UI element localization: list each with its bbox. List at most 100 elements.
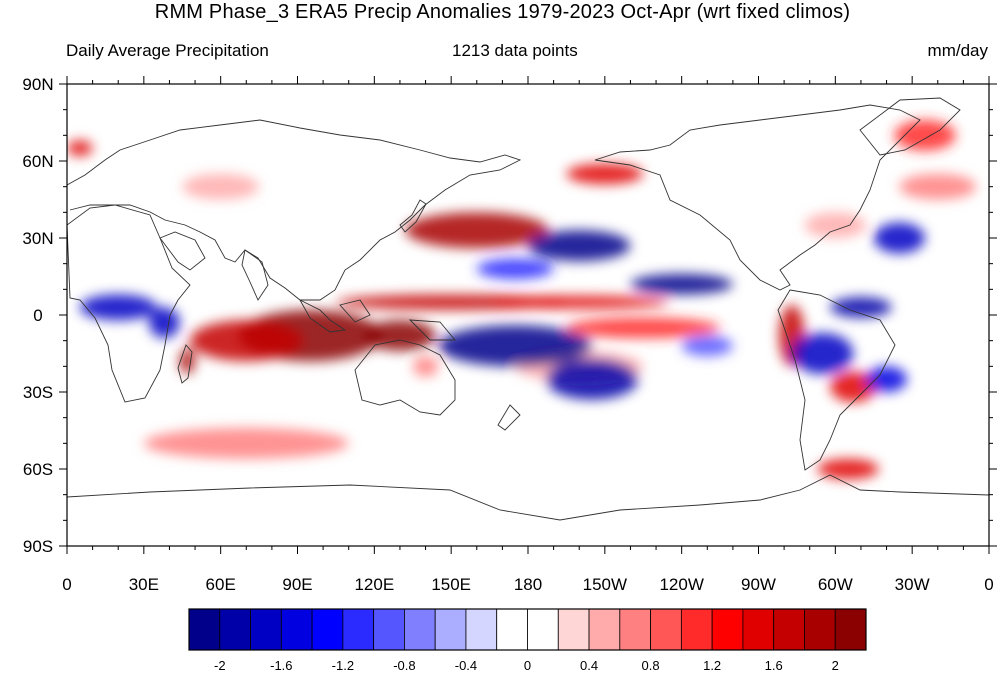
lat-label-3: 0 xyxy=(33,306,42,325)
borneo-coast xyxy=(339,299,371,323)
colorbar-swatch-18 xyxy=(742,608,775,651)
colorbar-label-4: -0.4 xyxy=(455,658,477,673)
colorbar-swatch-15 xyxy=(650,608,682,651)
colorbar-swatch-0 xyxy=(188,608,221,651)
colorbar-swatch-12 xyxy=(557,608,590,651)
australia-coast xyxy=(354,339,456,416)
south-america-coast xyxy=(777,289,896,471)
africa-coast xyxy=(67,204,191,403)
subtitle-right: mm/day xyxy=(927,41,988,60)
anomaly-region-11 xyxy=(179,348,196,375)
plot-title: RMM Phase_3 ERA5 Precip Anomalies 1979-2… xyxy=(154,1,851,23)
colorbar-swatch-19 xyxy=(773,608,805,651)
lon-label-6: 180 xyxy=(514,575,542,594)
anomaly-region-28 xyxy=(476,258,554,280)
india-coast xyxy=(241,249,269,301)
coastlines xyxy=(67,97,989,521)
anomaly-region-21 xyxy=(545,358,639,400)
lon-label-7: 150W xyxy=(583,575,627,594)
latitude-ticks: 90N 60N 30N 0 30S 60S 90S xyxy=(22,75,997,556)
colorbar-label-10: 2 xyxy=(832,658,839,673)
lon-label-2: 60E xyxy=(206,575,236,594)
colorbar-label-7: 0.8 xyxy=(642,658,660,673)
colorbar-swatch-17 xyxy=(711,608,744,651)
lon-label-0: 0 xyxy=(62,575,71,594)
colorbar-frame xyxy=(188,608,867,651)
lon-label-1: 30E xyxy=(129,575,159,594)
anomaly-region-24 xyxy=(830,297,892,318)
anomaly-region-29 xyxy=(681,335,733,357)
anomaly-region-12 xyxy=(894,119,956,151)
eurasia-coast xyxy=(67,119,522,301)
lat-label-5: 60S xyxy=(23,460,53,479)
colorbar-label-8: 1.2 xyxy=(703,658,721,673)
colorbar-swatch-7 xyxy=(404,608,436,651)
arabia-coast xyxy=(159,231,206,271)
anomaly-region-17 xyxy=(412,356,439,377)
colorbar-swatch-11 xyxy=(527,608,559,651)
colorbar-swatch-2 xyxy=(250,608,282,651)
colorbar: -2 -1.6 -1.2 -0.8 -0.4 0 0.4 0.8 1.2 1.6 2 xyxy=(188,608,867,673)
colorbar-label-2: -1.2 xyxy=(332,658,354,673)
colorbar-label-0: -2 xyxy=(214,658,226,673)
subtitle-left: Daily Average Precipitation xyxy=(66,41,269,60)
sumatra-coast xyxy=(298,298,347,333)
colorbar-swatch-13 xyxy=(588,608,621,651)
lon-label-10: 60W xyxy=(818,575,853,594)
anomaly-region-22 xyxy=(528,230,631,262)
lat-label-0: 90N xyxy=(22,75,53,94)
anomaly-region-31 xyxy=(182,173,260,200)
anomaly-region-14 xyxy=(899,173,977,200)
lat-label-2: 30N xyxy=(22,229,53,248)
lon-label-3: 90E xyxy=(282,575,312,594)
greenland-coast xyxy=(859,97,961,156)
colorbar-swatch-14 xyxy=(619,608,651,651)
colorbar-swatch-5 xyxy=(342,608,375,651)
new-zealand-coast xyxy=(497,404,521,431)
anomaly-region-26 xyxy=(866,366,908,392)
lat-label-1: 60N xyxy=(22,152,53,171)
colorbar-label-3: -0.8 xyxy=(393,658,415,673)
colorbar-swatch-4 xyxy=(311,608,344,651)
madagascar-coast xyxy=(177,344,193,384)
anomaly-region-9 xyxy=(830,371,877,403)
colorbar-swatch-20 xyxy=(804,608,836,651)
lon-label-4: 120E xyxy=(354,575,394,594)
lon-label-5: 150E xyxy=(431,575,471,594)
colorbar-swatch-3 xyxy=(280,608,313,651)
colorbar-swatch-16 xyxy=(680,608,713,651)
anomaly-region-7 xyxy=(566,317,721,339)
lon-label-9: 90W xyxy=(741,575,776,594)
colorbar-label-6: 0.4 xyxy=(580,658,598,673)
lat-label-6: 90S xyxy=(23,537,53,556)
lon-label-12: 0 xyxy=(984,575,993,594)
anomaly-region-4 xyxy=(489,295,669,309)
anomaly-region-23 xyxy=(630,273,733,295)
lon-label-11: 30W xyxy=(895,575,930,594)
colorbar-label-5: 0 xyxy=(524,658,531,673)
colorbar-swatch-21 xyxy=(834,608,867,651)
colorbar-label-9: 1.6 xyxy=(765,658,783,673)
anomaly-region-15 xyxy=(67,140,93,156)
anomaly-region-10 xyxy=(817,458,879,480)
colorbar-label-1: -1.6 xyxy=(270,658,292,673)
japan-coast xyxy=(399,199,427,233)
colorbar-swatch-6 xyxy=(373,608,405,651)
north-america-coast xyxy=(594,104,921,291)
colorbar-swatch-8 xyxy=(434,608,467,651)
new-guinea-coast xyxy=(408,319,456,341)
lat-label-4: 30S xyxy=(23,383,53,402)
colorbar-swatch-10 xyxy=(496,608,528,651)
anomaly-region-6 xyxy=(566,163,644,185)
anomaly-region-5 xyxy=(405,212,549,249)
anomaly-region-30 xyxy=(804,212,867,239)
anomaly-region-25 xyxy=(791,332,854,375)
subtitle-center: 1213 data points xyxy=(452,41,578,60)
lon-label-8: 120W xyxy=(659,575,703,594)
anomaly-region-27 xyxy=(873,222,925,254)
longitude-ticks: 0 30E 60E 90E 120E 150E 180 150W 120W 90W 60W 30W 0 xyxy=(62,76,994,594)
antarctica-coast xyxy=(67,474,989,521)
anomaly-region-18 xyxy=(79,294,157,321)
anomaly-region-20 xyxy=(438,325,593,367)
